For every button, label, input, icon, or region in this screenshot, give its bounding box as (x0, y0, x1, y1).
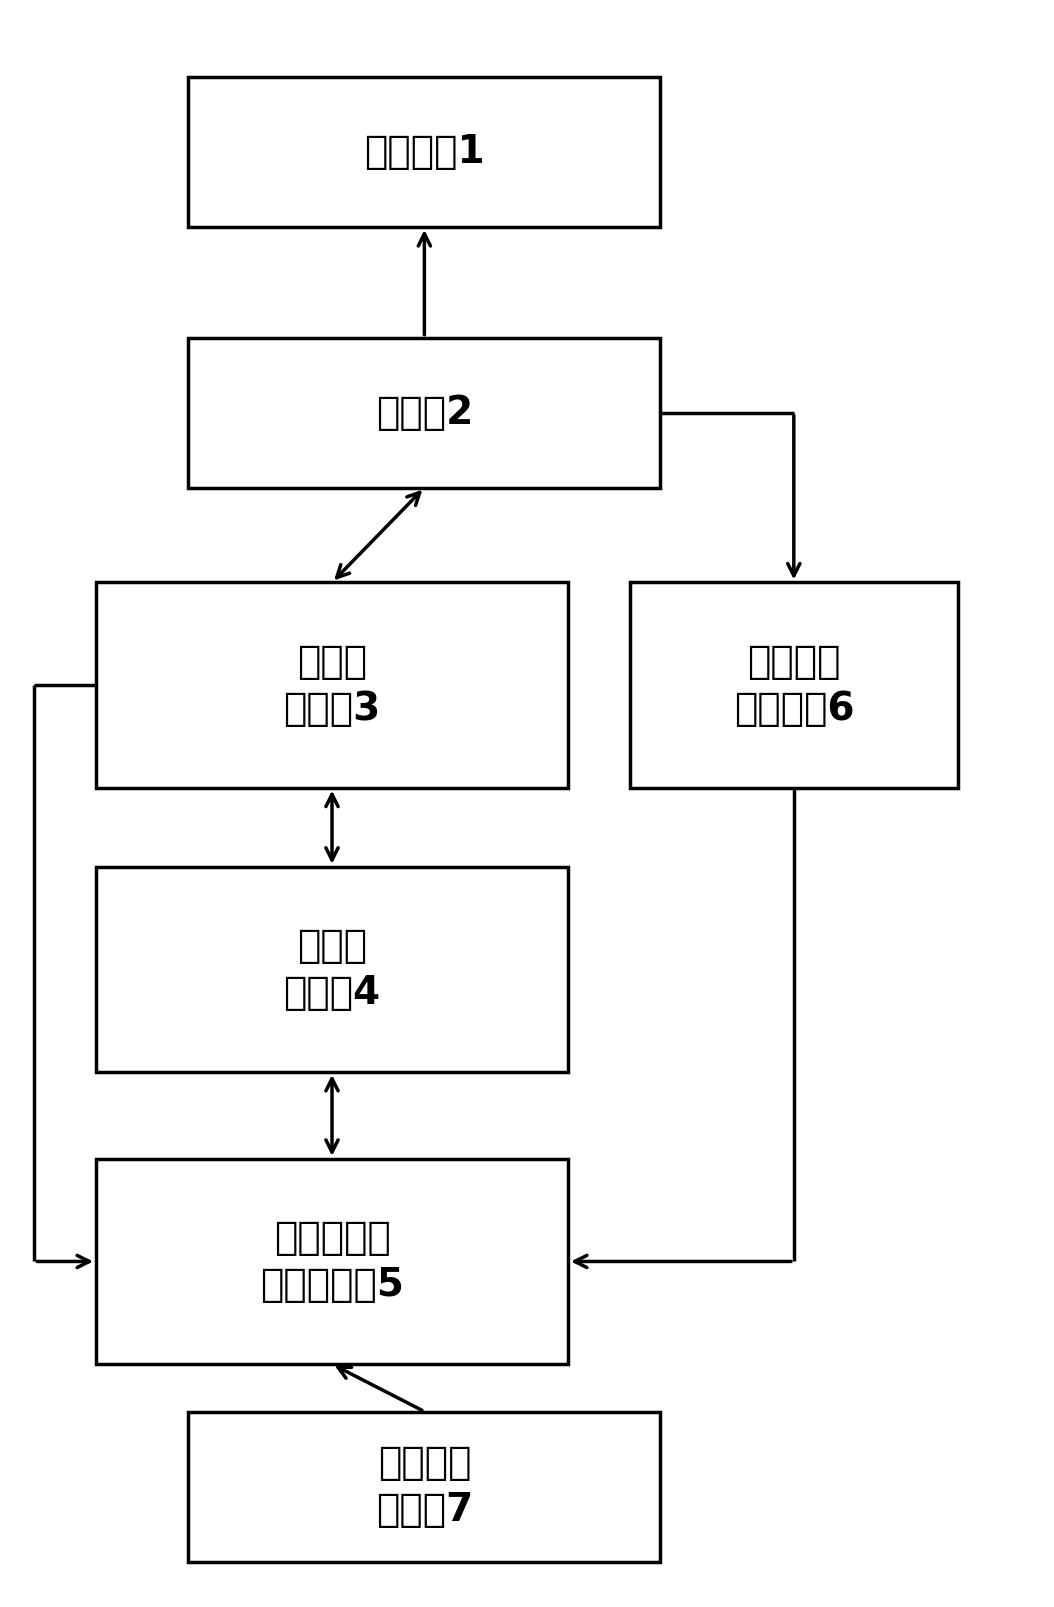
Bar (629, 582, 958, 787)
Bar (189, 337, 661, 487)
Text: 数据处
理中心3: 数据处 理中心3 (284, 643, 380, 728)
Text: 实时轴承寿
命分析中心5: 实时轴承寿 命分析中心5 (260, 1220, 404, 1303)
Bar (189, 77, 661, 227)
Bar (189, 1411, 661, 1562)
Text: 控制器2: 控制器2 (376, 394, 473, 432)
Bar (96, 1159, 568, 1364)
Text: 传感器组1: 传感器组1 (364, 133, 485, 170)
Text: 实时监
控中心4: 实时监 控中心4 (284, 927, 380, 1012)
Text: 历史数据
上传中心6: 历史数据 上传中心6 (734, 643, 854, 728)
Bar (96, 582, 568, 787)
Bar (96, 866, 568, 1072)
Text: 参数估计
定时器7: 参数估计 定时器7 (376, 1445, 473, 1528)
